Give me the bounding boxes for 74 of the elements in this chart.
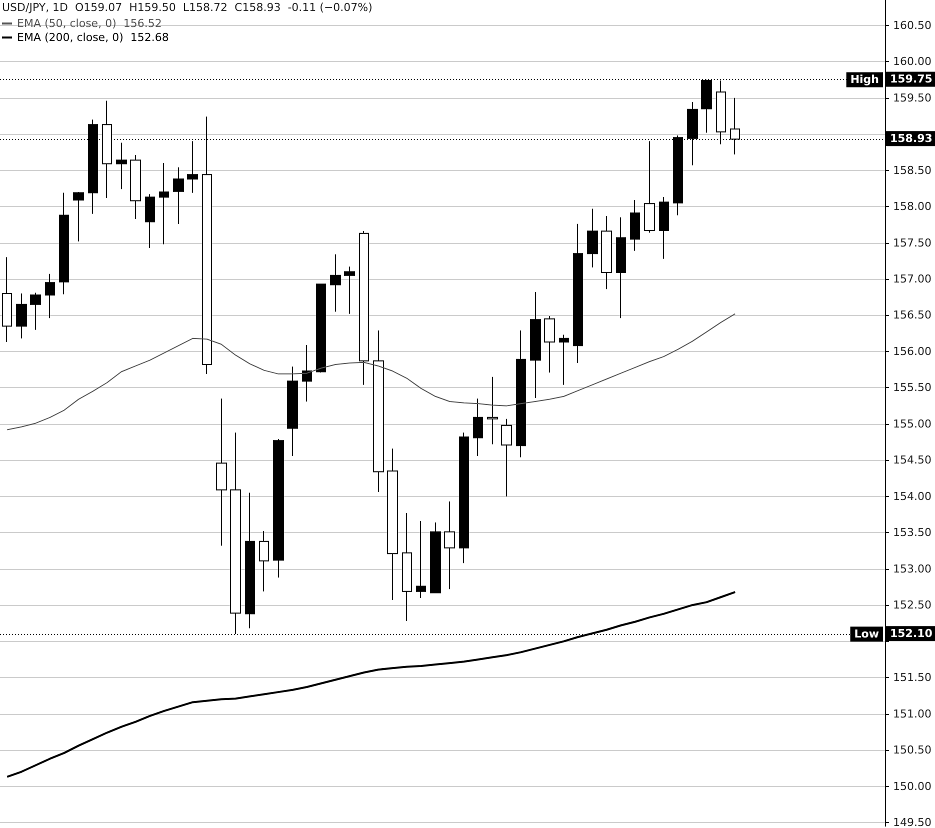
y-tick-label: 154.50 [893,454,932,467]
candlestick [173,166,184,224]
y-tick-label: 149.50 [893,816,932,828]
candlestick [659,196,669,260]
candlestick [530,292,541,398]
ref-line-label: Low [854,628,879,641]
y-tick-label: 152.50 [893,598,932,612]
ref-line-label: High [850,73,879,86]
candlestick [230,432,241,635]
y-tick-label: 160.50 [893,18,932,32]
candlestick [473,398,483,456]
candlestick [516,330,526,458]
candlestick [373,330,384,493]
y-tick-label: 156.00 [893,344,932,358]
text: 158.93 [890,132,932,146]
candlestick [59,192,69,295]
candlestick [316,284,326,373]
y-tick-label: 150.00 [893,780,932,793]
y-tick-label: 157.00 [893,272,932,286]
candlestick [544,315,555,373]
y-tick-label: 151.50 [893,671,932,684]
candlestick [159,162,169,245]
candlestick [30,292,41,330]
y-tick-label: 156.50 [893,308,932,322]
candlestick [344,266,355,314]
candlestick [302,344,312,402]
legend-label: EMA (50, close, 0) 156.52 [17,17,162,30]
candlestick [501,418,512,497]
y-tick-label: 158.00 [893,200,932,214]
candlestick [559,334,569,386]
y-tick-label: 153.00 [893,562,932,576]
candlestick [16,292,27,339]
candlestick [216,398,227,546]
candlestick [130,154,141,220]
candlestick [402,512,412,622]
candlestick [459,432,469,564]
y-tick-label: 155.50 [893,381,932,394]
text: 159.75 [890,72,932,86]
y-tick-label: 153.50 [893,526,932,540]
candlestick [287,366,298,456]
candlestick [430,522,441,594]
candlestick [573,223,583,364]
text: 152.10 [890,627,933,640]
candlestick [2,256,12,343]
y-tick-label: 158.50 [893,164,932,177]
candlestick [644,140,655,234]
legend-label: EMA (200, close, 0) 152.68 [17,31,169,44]
y-tick-label: 160.00 [893,55,932,68]
y-tick-label: 151.00 [893,707,932,720]
line-series [6,313,736,430]
candlestick [273,438,284,578]
candlestick [330,254,341,312]
candlestick [487,376,498,445]
y-tick-label: 159.50 [893,91,932,104]
candlestick [116,142,127,190]
candlestick [416,520,426,598]
candlestick [630,200,640,252]
candlestick [387,448,398,601]
candlestick [616,216,626,319]
y-tick-label: 157.50 [893,236,932,250]
candlestick [145,194,155,248]
candlestick [245,492,255,629]
y-tick-label: 150.50 [893,744,932,757]
candlestick [102,100,112,198]
candlestick [587,208,598,268]
y-tick-label: 155.00 [893,417,932,430]
candlestick [444,500,455,590]
y-tick-label: 154.00 [893,490,932,503]
candlestick [73,192,84,242]
candlestick [45,273,55,319]
candlestick [601,215,612,290]
candlestick [259,530,269,592]
chart-title: USD/JPY, 1D O159.07 H159.50 L158.72 C158.93 -0.11 (−0.07%) [2,1,372,14]
candlestick [359,230,369,386]
